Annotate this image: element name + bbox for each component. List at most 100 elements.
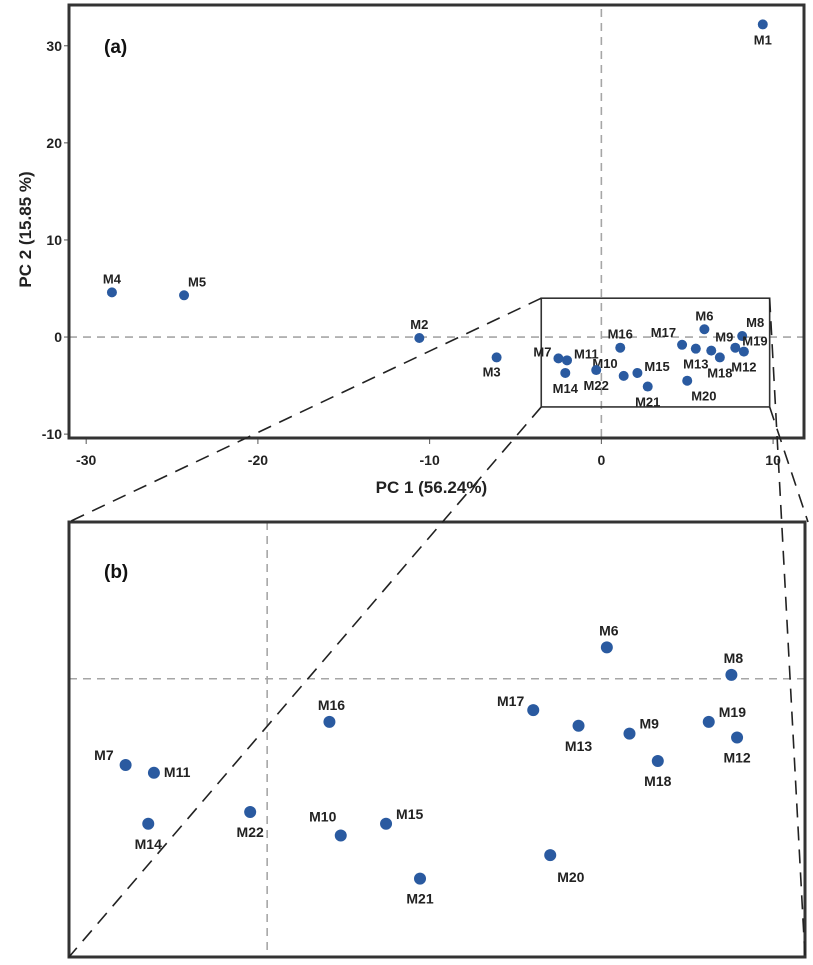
zoomed-data-point-m10 (334, 829, 347, 842)
data-point-m3 (491, 352, 502, 363)
zoomed-point-label-m6: M6 (599, 622, 619, 638)
data-point-m10 (618, 370, 629, 381)
zoom-connector-line-left-outer (68, 297, 542, 523)
zoomed-point-label-m18: M18 (644, 773, 671, 789)
data-point-m22 (591, 365, 602, 376)
zoomed-data-point-m6 (600, 641, 613, 654)
zoomed-point-label-m14: M14 (135, 836, 162, 852)
point-label-m11: M11 (574, 346, 599, 361)
zoom-region-box (540, 297, 771, 408)
panel-a-y-ticks: -10 0 10 20 30 (42, 38, 68, 442)
point-label-m5: M5 (188, 274, 206, 289)
data-point-m18 (714, 352, 725, 363)
zoomed-data-point-m19 (702, 715, 715, 728)
zoomed-data-point-m22 (244, 806, 257, 818)
zoomed-point-label-m11: M11 (164, 764, 191, 780)
zoomed-data-point-m8 (725, 668, 738, 681)
data-point-m12 (738, 346, 749, 357)
point-label-m22: M22 (584, 378, 609, 393)
point-label-m14: M14 (553, 381, 579, 396)
data-point-m8 (737, 331, 748, 342)
point-label-m20: M20 (691, 389, 716, 404)
data-point-m14 (560, 367, 571, 378)
zoomed-data-point-m7 (119, 758, 132, 771)
data-point-m16 (615, 342, 626, 353)
panel-b-points: M6 M7 M8 M9 M10 M11 M12 M13 M14 M15 M16 M17 M18 M19 M2… (94, 622, 751, 906)
y-tick-label: -10 (42, 426, 62, 442)
point-label-m6: M6 (695, 308, 713, 323)
panel-b-label: (b) (104, 562, 128, 583)
point-label-m21: M21 (635, 395, 660, 410)
y-axis-label: PC 2 (15.85 %) (16, 171, 35, 287)
data-point-m9 (706, 345, 717, 356)
data-point-m11 (562, 355, 573, 366)
data-point-m17 (677, 339, 688, 350)
zoom-connector-line-right-outer (768, 406, 809, 523)
data-point-m19 (730, 342, 741, 353)
zoomed-point-label-m8: M8 (724, 650, 744, 666)
point-label-m16: M16 (608, 327, 633, 342)
zoomed-point-label-m16: M16 (318, 697, 345, 713)
point-label-m13: M13 (683, 357, 708, 372)
zoomed-data-point-m14 (142, 817, 155, 830)
panel-a-label: (a) (104, 37, 127, 58)
zoomed-data-point-m16 (323, 715, 336, 728)
y-tick-label: 0 (54, 329, 62, 345)
zoomed-point-label-m10: M10 (309, 809, 336, 825)
data-point-m20 (682, 375, 693, 386)
zoomed-point-label-m12: M12 (723, 750, 750, 766)
panel-a: -30 -20 -10 0 10 -10 0 10 20 30 M1 M2 M3 M4 M5 M6 M7 M8… (16, 3, 806, 497)
data-point-m5 (179, 290, 190, 301)
zoomed-data-point-m11 (147, 766, 160, 779)
y-tick-label: 20 (46, 135, 62, 151)
zoomed-data-point-m18 (651, 755, 664, 768)
zoom-connector-line-left-inner (68, 406, 542, 958)
panel-b-frame (67, 520, 807, 959)
data-point-m2 (414, 333, 425, 344)
x-tick-label: -10 (420, 452, 440, 468)
zoomed-data-point-m13 (572, 719, 585, 732)
x-tick-label: -20 (248, 452, 268, 468)
zoomed-point-label-m20: M20 (557, 869, 584, 885)
zoomed-data-point-m21 (414, 872, 427, 885)
point-label-m18: M18 (707, 365, 732, 380)
point-label-m9: M9 (715, 330, 733, 345)
zoomed-point-label-m22: M22 (237, 824, 264, 840)
point-label-m12: M12 (731, 360, 756, 375)
zoomed-data-point-m15 (380, 817, 393, 830)
panel-b: M6 M7 M8 M9 M10 M11 M12 M13 M14 M15 M16 M17 M18 M19 M2… (67, 520, 807, 959)
zoomed-point-label-m17: M17 (497, 693, 524, 709)
y-tick-label: 30 (46, 38, 62, 54)
point-label-m4: M4 (103, 271, 122, 286)
point-label-m17: M17 (651, 325, 676, 340)
point-label-m7: M7 (533, 344, 551, 359)
y-tick-label: 10 (46, 232, 62, 248)
data-point-m13 (690, 343, 701, 354)
point-label-m3: M3 (483, 364, 501, 379)
point-label-m15: M15 (644, 359, 669, 374)
data-point-m4 (106, 287, 117, 298)
x-tick-label: 0 (597, 452, 605, 468)
data-point-m21 (642, 381, 653, 392)
data-point-m15 (632, 367, 643, 378)
zoom-connector-line-right-inner (768, 298, 806, 958)
point-label-m8: M8 (746, 315, 764, 330)
zoomed-point-label-m9: M9 (639, 716, 659, 732)
zoomed-point-label-m15: M15 (396, 806, 423, 822)
x-tick-label: -30 (76, 452, 96, 468)
data-point-m7 (553, 353, 564, 364)
zoomed-point-label-m7: M7 (94, 747, 114, 763)
zoomed-point-label-m21: M21 (406, 891, 433, 907)
data-point-m6 (699, 324, 710, 335)
panel-a-x-ticks: -30 -20 -10 0 10 (76, 439, 781, 468)
data-point-m1 (757, 19, 768, 30)
zoom-connector-lines (68, 297, 809, 958)
x-axis-label: PC 1 (56.24%) (376, 478, 488, 497)
zoomed-data-point-m20 (544, 849, 557, 862)
x-tick-label: 10 (765, 452, 781, 468)
point-label-m1: M1 (754, 32, 772, 47)
panel-a-frame (67, 3, 806, 440)
zoomed-point-label-m19: M19 (719, 704, 746, 720)
